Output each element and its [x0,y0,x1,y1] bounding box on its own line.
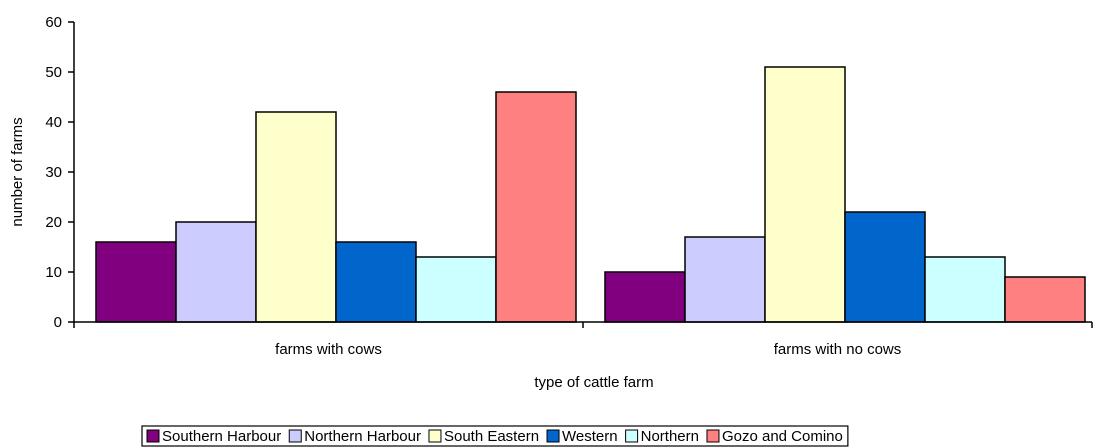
legend-swatch-6 [706,429,720,443]
bar-2-5 [924,256,1006,323]
y-tick-label: 30 [45,164,62,181]
x-tick-label: farms with no cows [774,341,902,358]
x-axis-label: type of cattle farm [534,374,653,391]
y-axis-label: number of farms [9,117,26,226]
legend-label-6: Gozo and Comino [722,428,843,445]
x-tick-label: farms with cows [275,341,382,358]
bar-1-1 [95,241,177,323]
axes-group: 0 10 20 30 40 50 60 farms with cows farms with n… [45,14,1093,358]
legend-swatch-4 [546,429,560,443]
legend-swatch-1 [146,429,160,443]
legend: Southern Harbour Northern Harbour South Ea… [141,425,849,447]
y-tick-label: 60 [45,14,62,31]
y-tick-label: 40 [45,114,62,131]
legend-label-4: Western [562,428,618,445]
legend-box [141,425,849,447]
bar-2-1 [604,271,686,323]
y-tick-label: 0 [54,314,62,331]
legend-swatch-3 [428,429,442,443]
legend-label-5: Northern [641,428,699,445]
bar-2-3 [764,66,846,323]
legend-label-1: Southern Harbour [162,428,281,445]
legend-label-3: South Eastern [444,428,539,445]
legend-swatch-2 [288,429,302,443]
bar-1-2 [175,221,257,323]
bar-1-4 [335,241,417,323]
legend-label-2: Northern Harbour [304,428,421,445]
bar-2-6 [1004,276,1086,323]
y-tick-label: 20 [45,214,62,231]
y-tick-label: 50 [45,64,62,81]
bars-group [95,66,1086,323]
bar-2-2 [684,236,766,323]
bar-2-4 [844,211,926,323]
y-tick-label: 10 [45,264,62,281]
bar-1-6 [495,91,577,323]
bar-1-5 [415,256,497,323]
bar-1-3 [255,111,337,323]
legend-swatch-5 [625,429,639,443]
